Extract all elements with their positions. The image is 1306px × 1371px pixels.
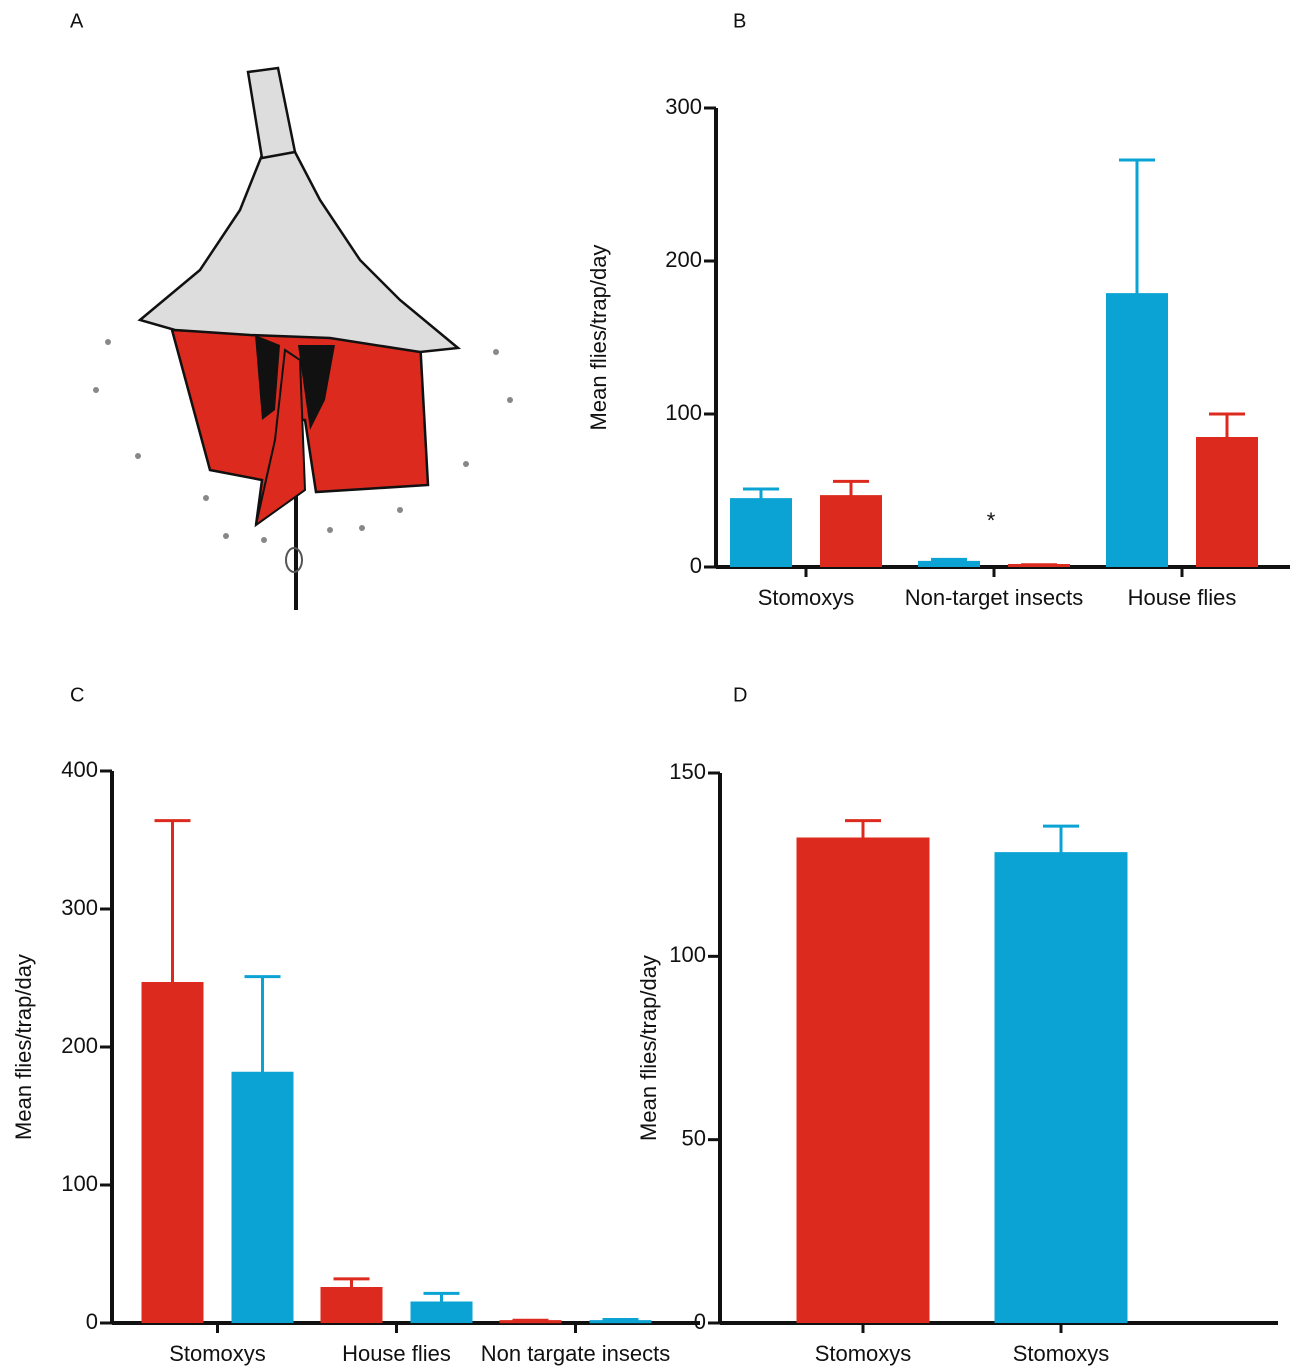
error-bar bbox=[730, 489, 792, 500]
figure: A B C D 0 100 200 300 Mean flies/trap/day Sto… bbox=[0, 0, 1306, 1366]
y-axis-label: Mean flies/trap/day bbox=[586, 245, 611, 431]
y-tick-label: 0 bbox=[694, 1309, 706, 1334]
error-bar bbox=[142, 821, 204, 984]
annotation: * bbox=[987, 508, 996, 533]
y-tick-label: 100 bbox=[665, 400, 702, 425]
panel-label: A bbox=[70, 10, 84, 32]
bar bbox=[142, 984, 204, 1323]
panel-label: B bbox=[733, 10, 746, 32]
bar bbox=[321, 1289, 383, 1324]
y-tick-label: 400 bbox=[61, 757, 98, 782]
error-bar bbox=[1196, 414, 1258, 438]
error-bar bbox=[500, 1320, 562, 1321]
error-bar bbox=[820, 481, 882, 496]
error-bar bbox=[321, 1279, 383, 1289]
y-axis-label: Mean flies/trap/day bbox=[636, 955, 661, 1141]
bar bbox=[995, 854, 1128, 1323]
panel-label: C bbox=[70, 684, 84, 706]
y-tick-label: 50 bbox=[682, 1125, 706, 1150]
error-bar bbox=[1008, 565, 1070, 566]
x-tick-label: House flies bbox=[1128, 585, 1237, 610]
error-bar bbox=[995, 826, 1128, 854]
bar bbox=[797, 839, 930, 1323]
x-tick-label: Stomoxys bbox=[169, 1341, 266, 1366]
y-tick-label: 100 bbox=[61, 1171, 98, 1196]
error-bar bbox=[1106, 160, 1168, 295]
y-tick-label: 300 bbox=[665, 94, 702, 119]
bar bbox=[232, 1073, 294, 1323]
trap-illustration bbox=[93, 68, 513, 610]
error-bar bbox=[918, 559, 980, 562]
y-tick-label: 300 bbox=[61, 895, 98, 920]
error-bar bbox=[232, 977, 294, 1074]
y-tick-label: 100 bbox=[669, 942, 706, 967]
bar bbox=[1106, 295, 1168, 567]
error-bar bbox=[411, 1293, 473, 1303]
x-tick-label: Stomoxys bbox=[1013, 1341, 1110, 1366]
bar bbox=[730, 500, 792, 567]
y-tick-label: 200 bbox=[665, 247, 702, 272]
x-tick-label: Stomoxys bbox=[758, 585, 855, 610]
x-tick-label: Non targate insects bbox=[481, 1341, 671, 1366]
panel-label: D bbox=[733, 684, 747, 706]
bar bbox=[411, 1303, 473, 1323]
y-tick-label: 0 bbox=[690, 553, 702, 578]
error-bar bbox=[590, 1320, 652, 1322]
bar bbox=[820, 497, 882, 567]
y-tick-label: 200 bbox=[61, 1033, 98, 1058]
error-bar bbox=[797, 821, 930, 839]
y-tick-label: 150 bbox=[669, 759, 706, 784]
x-tick-label: Non-target insects bbox=[905, 585, 1084, 610]
x-tick-label: House flies bbox=[342, 1341, 451, 1366]
y-axis-label: Mean flies/trap/day bbox=[11, 954, 36, 1140]
x-tick-label: Stomoxys bbox=[815, 1341, 912, 1366]
bar bbox=[1196, 438, 1258, 567]
y-tick-label: 0 bbox=[86, 1309, 98, 1334]
